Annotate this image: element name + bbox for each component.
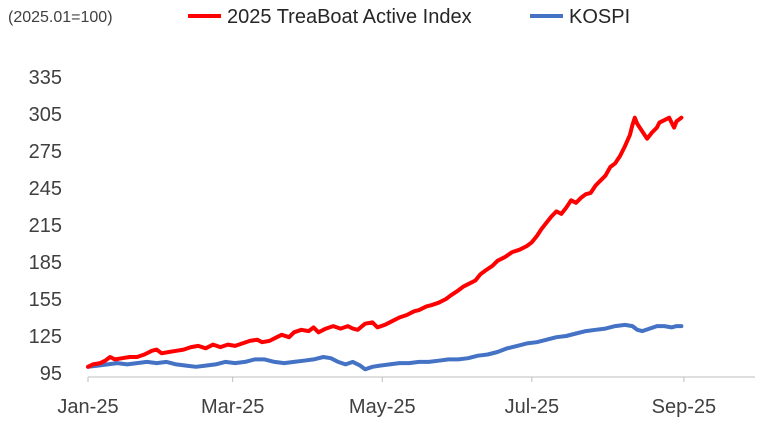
y-tick-label: 305	[29, 104, 62, 126]
y-axis: 95 125 155 185 215 245 275 305 335	[29, 67, 62, 385]
unit-note: (2025.01=100)	[8, 9, 113, 26]
x-axis: Jan-25 Mar-25 May-25 Jul-25 Sep-25	[57, 376, 755, 418]
y-tick-label: 125	[29, 326, 62, 348]
x-tick-label: May-25	[349, 396, 416, 418]
y-tick-label: 155	[29, 289, 62, 311]
legend-label-treaboat: 2025 TreaBoat Active Index	[227, 6, 472, 28]
x-tick-label: Mar-25	[201, 396, 264, 418]
x-tick-label: Jan-25	[57, 396, 118, 418]
x-tick-label: Jul-25	[505, 396, 559, 418]
y-tick-label: 275	[29, 141, 62, 163]
y-tick-label: 95	[40, 363, 62, 385]
y-tick-label: 245	[29, 178, 62, 200]
series-group	[86, 115, 684, 372]
legend-label-kospi: KOSPI	[569, 6, 630, 28]
legend: 2025 TreaBoat Active Index KOSPI	[188, 6, 630, 28]
x-tick-label: Sep-25	[652, 396, 717, 418]
series-line-treaboat	[86, 115, 684, 369]
series-line-kospi	[86, 322, 684, 372]
y-tick-label: 215	[29, 215, 62, 237]
y-tick-label: 335	[29, 67, 62, 89]
y-tick-label: 185	[29, 252, 62, 274]
